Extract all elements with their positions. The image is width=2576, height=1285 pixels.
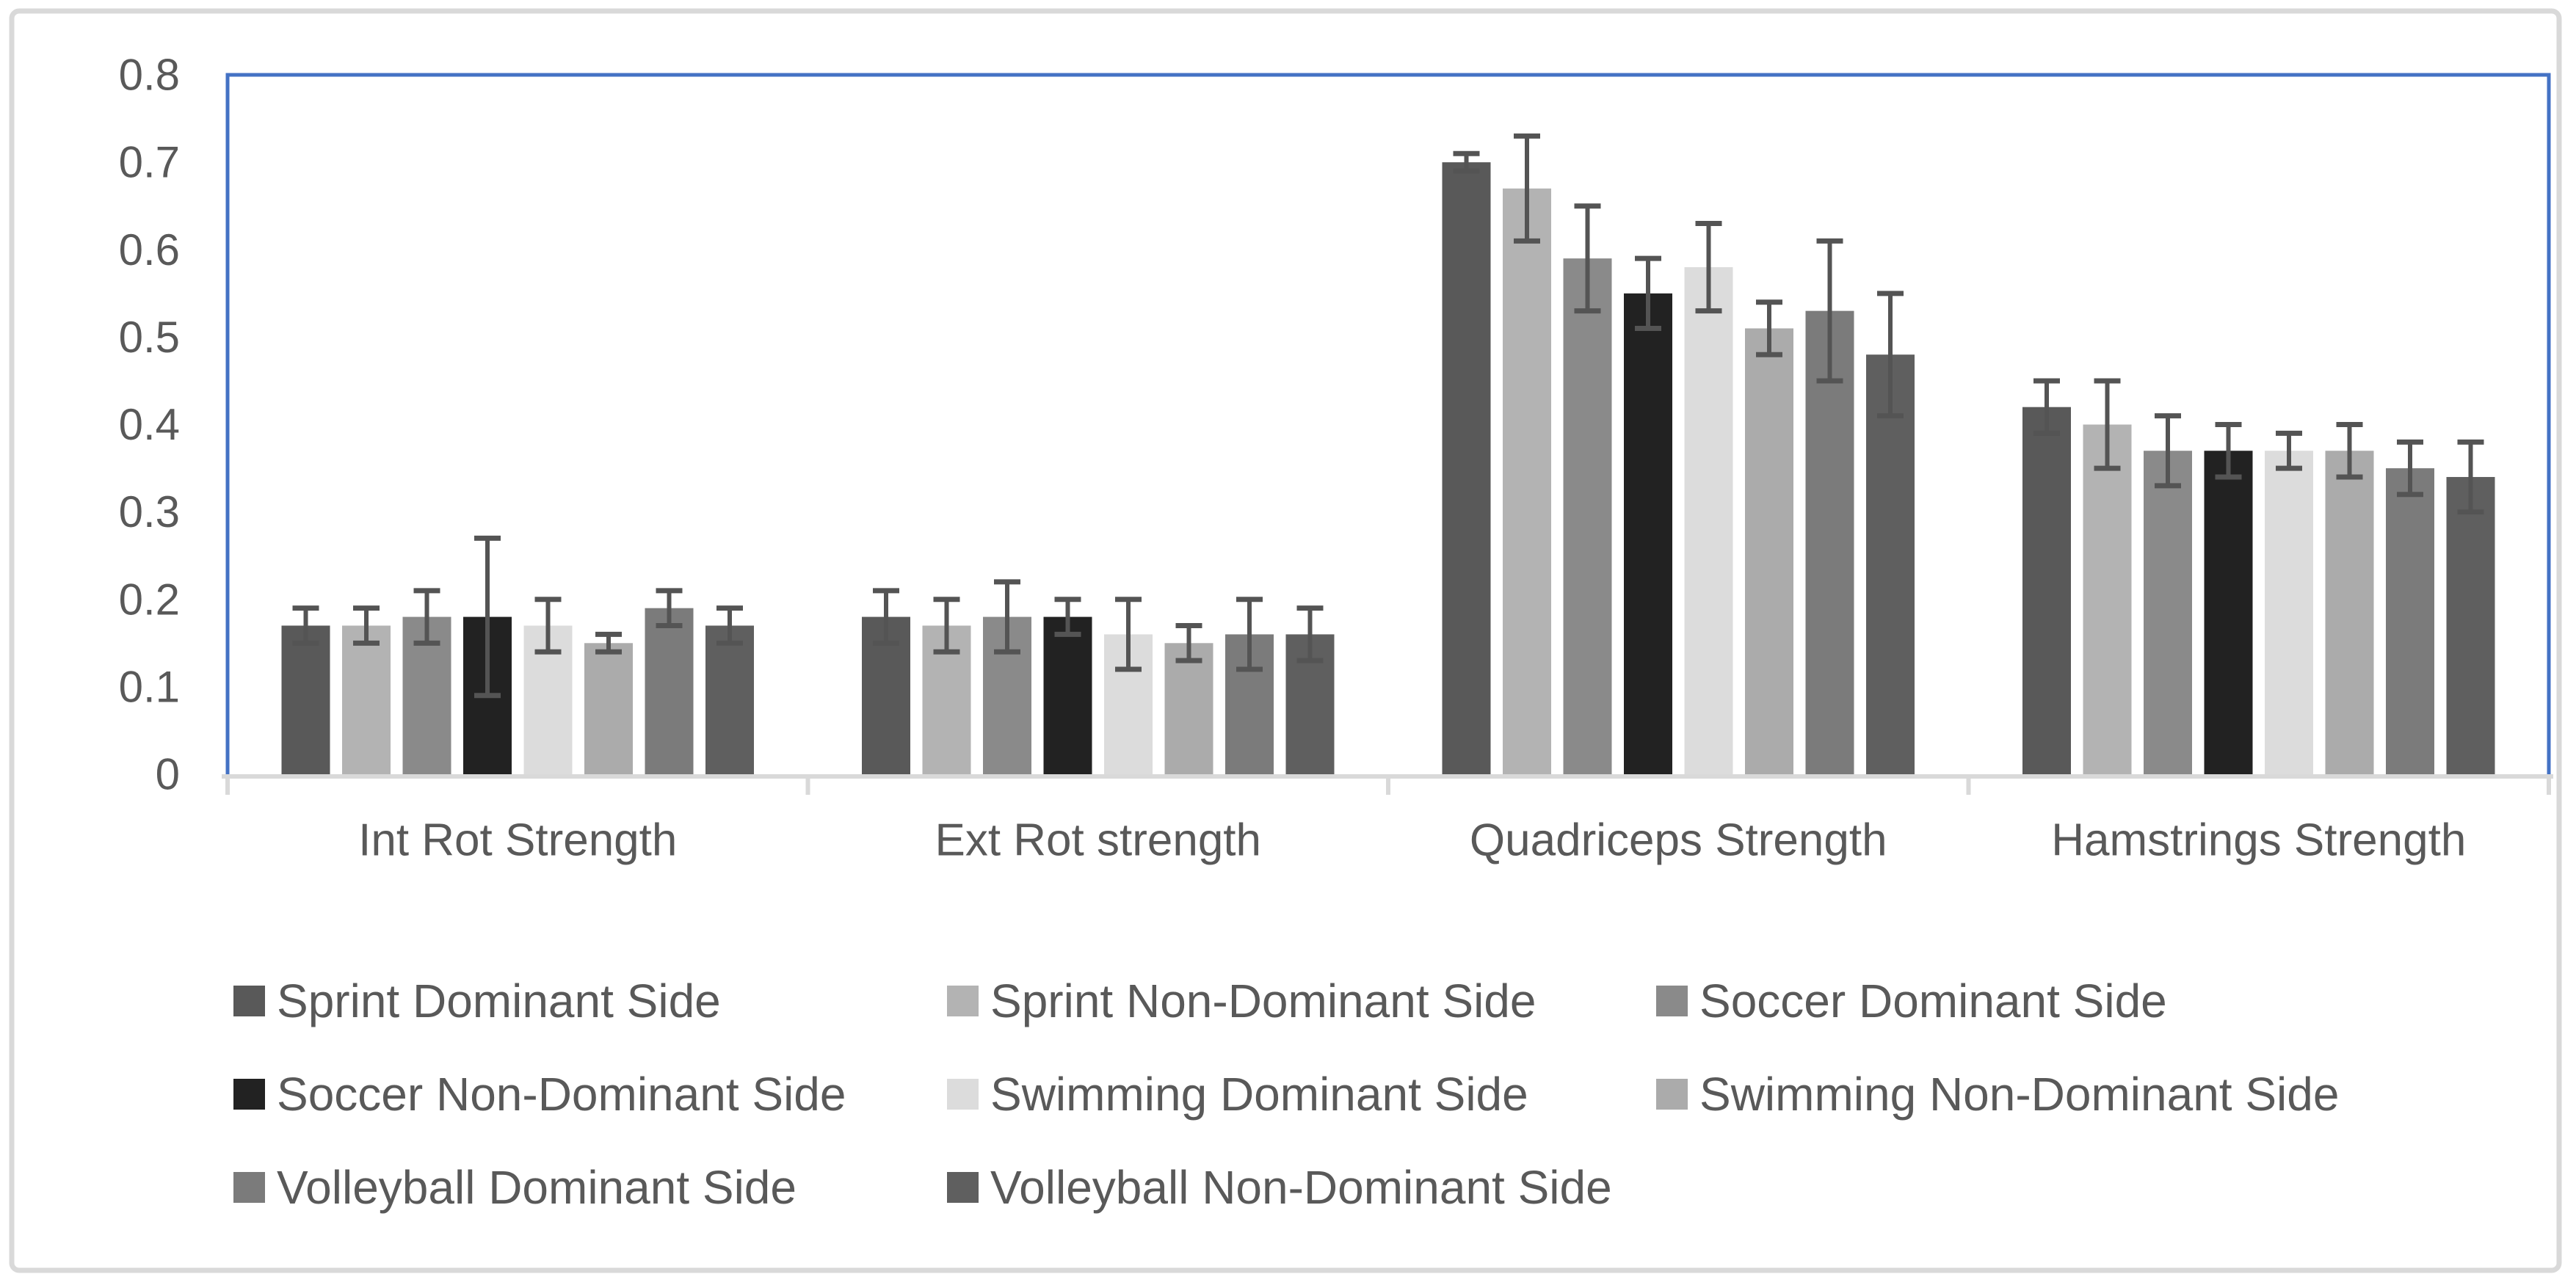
bar xyxy=(2083,424,2132,774)
y-tick-label: 0.1 xyxy=(119,662,180,711)
bar xyxy=(1043,616,1092,774)
plot-area-border xyxy=(225,73,2551,774)
series-7 xyxy=(645,238,2434,774)
bar xyxy=(1164,643,1213,774)
bar xyxy=(1624,293,1672,774)
x-category-label: Hamstrings Strength xyxy=(2051,815,2466,866)
y-tick-label: 0.7 xyxy=(119,138,180,187)
bar xyxy=(1563,258,1612,775)
bar xyxy=(1866,354,1915,774)
y-tick-label: 0.6 xyxy=(119,225,180,274)
bar xyxy=(1442,162,1491,774)
figure-border xyxy=(9,8,2562,1273)
bar xyxy=(705,625,754,774)
y-tick-label: 0.5 xyxy=(119,313,180,362)
series-5 xyxy=(523,221,2313,774)
series-6 xyxy=(584,299,2374,774)
bar xyxy=(2325,451,2374,774)
series-3 xyxy=(402,203,2192,775)
bar xyxy=(2144,451,2192,774)
bar xyxy=(2022,407,2071,774)
bar xyxy=(2386,468,2434,774)
y-tick-label: 0.2 xyxy=(119,575,180,624)
bar xyxy=(584,643,633,774)
x-category-label: Int Rot Strength xyxy=(358,815,677,866)
series-4 xyxy=(463,255,2253,774)
y-tick-label: 0 xyxy=(156,750,180,799)
y-tick-label: 0.3 xyxy=(119,487,180,536)
y-tick-label: 0.8 xyxy=(119,51,180,100)
y-tick-label: 0.4 xyxy=(119,400,180,449)
series-2 xyxy=(342,133,2132,774)
bar xyxy=(2265,451,2313,774)
bar xyxy=(1684,267,1733,774)
bar xyxy=(342,625,391,774)
bar xyxy=(2446,476,2495,774)
bar xyxy=(1805,310,1854,774)
series-1 xyxy=(281,150,2071,774)
bar xyxy=(1503,188,1551,774)
bar xyxy=(2204,451,2253,774)
bar xyxy=(645,608,694,774)
bar xyxy=(1745,328,1793,774)
x-category-label: Ext Rot strength xyxy=(935,815,1261,866)
series-8 xyxy=(705,291,2495,774)
bar xyxy=(281,625,330,774)
x-category-label: Quadriceps Strength xyxy=(1470,815,1887,866)
